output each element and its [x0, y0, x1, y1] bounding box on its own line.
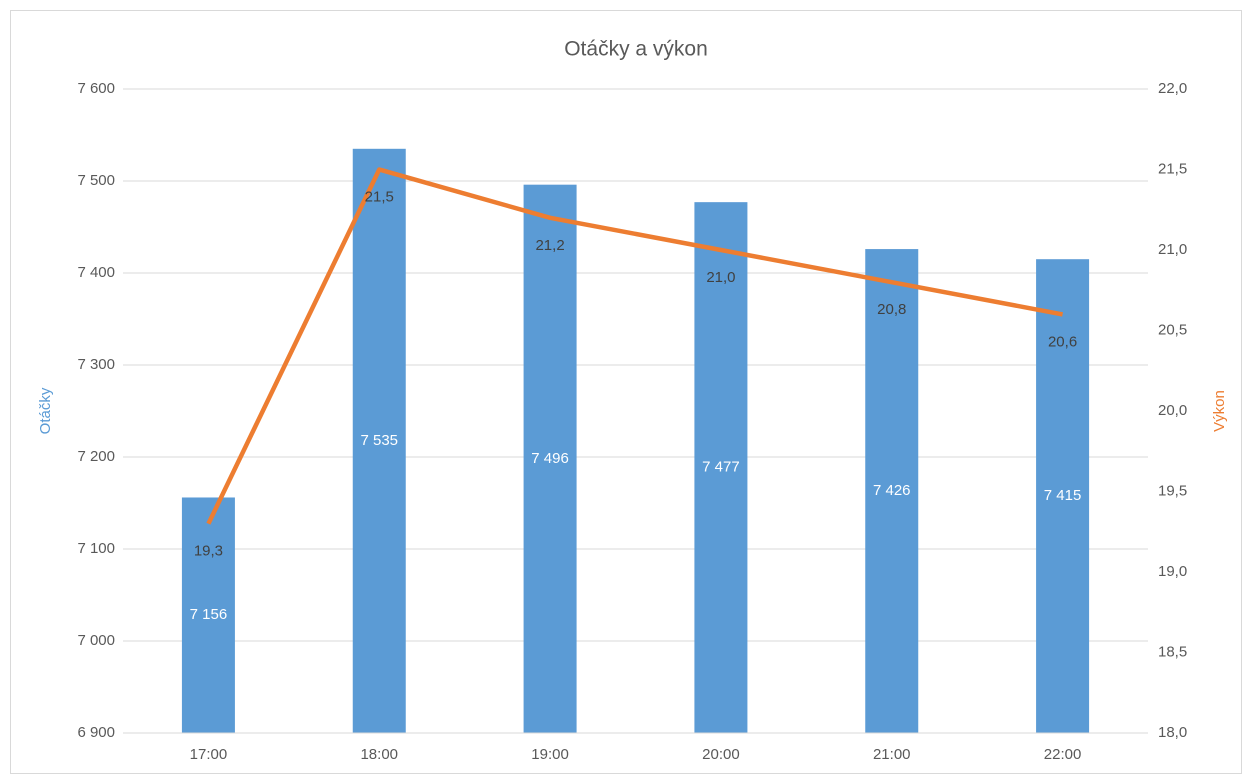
y-axis-label: Otáčky — [37, 387, 54, 434]
bar — [352, 148, 406, 734]
y2-axis-label: Výkon — [1211, 390, 1228, 432]
bar-value-label: 7 496 — [531, 450, 569, 467]
bar-value-label: 7 415 — [1044, 487, 1082, 504]
line-value-label: 20,8 — [877, 301, 906, 318]
y2-tick-label: 21,0 — [1158, 241, 1187, 258]
y-tick-label: 6 900 — [77, 724, 115, 741]
line-value-label: 20,6 — [1048, 333, 1077, 350]
chart-title: Otáčky a výkon — [564, 38, 708, 61]
y2-tick-label: 18,0 — [1158, 724, 1187, 741]
line-value-label: 21,0 — [706, 269, 735, 286]
bar — [694, 202, 748, 733]
y2-tick-label: 22,0 — [1158, 80, 1187, 97]
y2-tick-label: 20,5 — [1158, 321, 1187, 338]
y2-tick-label: 18,5 — [1158, 643, 1187, 660]
bar — [523, 184, 577, 733]
y-tick-label: 7 200 — [77, 448, 115, 465]
x-tick-label: 22:00 — [1044, 746, 1082, 763]
x-tick-label: 20:00 — [702, 746, 740, 763]
y2-tick-label: 19,5 — [1158, 482, 1187, 499]
x-tick-label: 21:00 — [873, 746, 911, 763]
y-tick-label: 7 300 — [77, 356, 115, 373]
x-tick-label: 18:00 — [360, 746, 398, 763]
y2-tick-label: 21,5 — [1158, 160, 1187, 177]
bar-value-label: 7 156 — [190, 606, 228, 623]
line — [206, 167, 1064, 525]
y-tick-label: 7 600 — [77, 80, 115, 97]
line-value-label: 21,2 — [535, 237, 564, 254]
y2-tick-label: 20,0 — [1158, 402, 1187, 419]
y2-tick-label: 19,0 — [1158, 563, 1187, 580]
bar-value-label: 7 477 — [702, 459, 740, 476]
y-tick-label: 7 400 — [77, 264, 115, 281]
x-tick-label: 17:00 — [190, 746, 228, 763]
bar — [865, 249, 919, 733]
line-value-label: 19,3 — [194, 543, 223, 560]
y-tick-label: 7 500 — [77, 172, 115, 189]
x-tick-label: 19:00 — [531, 746, 569, 763]
bar — [181, 497, 235, 733]
line-value-label: 21,5 — [365, 188, 394, 205]
y-tick-label: 7 000 — [77, 632, 115, 649]
bar-value-label: 7 535 — [360, 432, 398, 449]
bar — [1036, 259, 1090, 733]
y-tick-label: 7 100 — [77, 540, 115, 557]
bar-value-label: 7 426 — [873, 482, 911, 499]
